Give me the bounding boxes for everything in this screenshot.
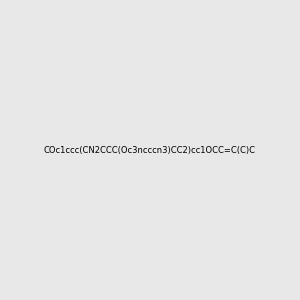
Text: COc1ccc(CN2CCC(Oc3ncccn3)CC2)cc1OCC=C(C)C: COc1ccc(CN2CCC(Oc3ncccn3)CC2)cc1OCC=C(C)… xyxy=(44,146,256,154)
